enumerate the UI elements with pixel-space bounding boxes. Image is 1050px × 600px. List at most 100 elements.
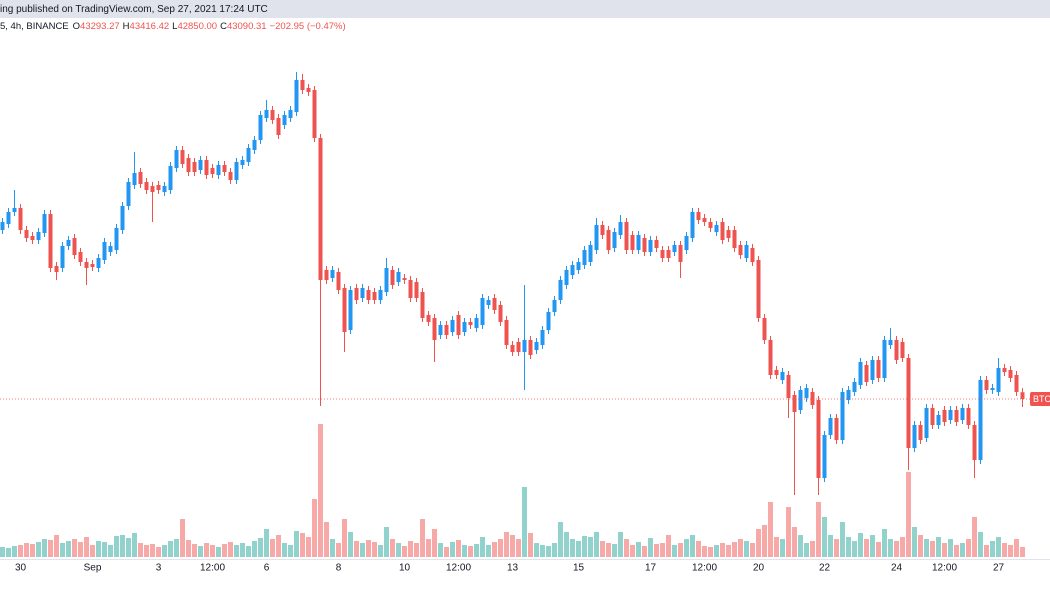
candle-body [720, 222, 725, 240]
volume-bar [540, 545, 545, 557]
volume-bar [378, 545, 383, 557]
volume-bar [816, 502, 821, 557]
candle-body [948, 410, 953, 420]
candle-body [570, 265, 575, 275]
volume-bar [264, 529, 269, 557]
candle-body [966, 408, 971, 425]
x-tick-label: 27 [993, 563, 1005, 574]
candle-body [756, 260, 761, 318]
volume-bar [72, 539, 77, 557]
candle-body [480, 298, 485, 325]
volume-bar [504, 532, 509, 557]
volume-bar [906, 472, 911, 557]
candle-body [546, 312, 551, 330]
candle-body [606, 230, 611, 250]
candle-body [780, 372, 785, 380]
volume-bar [420, 519, 425, 557]
candle-body [534, 342, 539, 350]
candle-body [444, 325, 449, 335]
candle-body [612, 232, 617, 248]
candle-body [342, 288, 347, 332]
x-tick-label: 13 [507, 563, 519, 574]
volume-bar [564, 532, 569, 557]
candle-body [246, 148, 251, 162]
candle-body [918, 425, 923, 440]
volume-bar [894, 541, 899, 557]
volume-bar [606, 543, 611, 557]
candle-body [186, 158, 191, 172]
volume-bar [84, 537, 89, 557]
candle-body [684, 236, 689, 250]
candle-body [126, 182, 131, 206]
candle-body [906, 358, 911, 448]
candle-body [750, 248, 755, 262]
candle-body [522, 340, 527, 352]
candle-body [90, 264, 95, 267]
volume-bar [438, 543, 443, 557]
candle-body [300, 80, 305, 90]
price-tag [1030, 391, 1050, 406]
volume-bar [948, 539, 953, 557]
volume-bar [198, 546, 203, 557]
volume-bar [882, 529, 887, 557]
candle-body [894, 340, 899, 360]
volume-bar [168, 541, 173, 557]
candle-body [330, 270, 335, 278]
volume-bar [696, 541, 701, 557]
volume-bar [6, 548, 11, 557]
legend-value: 43293.27 [80, 21, 120, 32]
x-tick-label: 12:00 [446, 563, 471, 574]
candle-body [690, 212, 695, 238]
candle-body [924, 408, 929, 438]
volume-bar [552, 543, 557, 557]
volume-bar [942, 543, 947, 557]
volume-bar [822, 517, 827, 557]
candle-body [378, 290, 383, 300]
candle-body [72, 238, 77, 255]
candle-body [228, 172, 233, 180]
candle-body [852, 382, 857, 392]
volume-bar [180, 519, 185, 557]
candle-body [12, 208, 17, 212]
candle-body [828, 418, 833, 435]
legend-label: H [123, 21, 130, 32]
candle-body [264, 110, 269, 118]
candle-body [558, 280, 563, 300]
volume-bar [234, 545, 239, 557]
candle-body [402, 278, 407, 280]
volume-bar [30, 544, 35, 557]
volume-bar [498, 539, 503, 557]
candle-body [498, 305, 503, 322]
volume-bar [432, 529, 437, 557]
volume-bar [990, 541, 995, 557]
volume-bar [414, 543, 419, 557]
candle-body [468, 322, 473, 325]
volume-bar [426, 539, 431, 557]
volume-bar [672, 545, 677, 557]
candle-body [174, 150, 179, 168]
volume-bar [852, 541, 857, 557]
candle-body [984, 380, 989, 390]
volume-bar [1002, 543, 1007, 557]
volume-bar [288, 545, 293, 557]
volume-bar [306, 537, 311, 557]
candle-body [870, 360, 875, 380]
volume-bar [492, 542, 497, 557]
volume-bar [576, 541, 581, 557]
candle-body [660, 250, 665, 258]
volume-bar [594, 532, 599, 557]
candle-body [618, 222, 623, 235]
volume-bar [468, 546, 473, 557]
candle-body [312, 90, 317, 138]
volume-bar [510, 535, 515, 557]
candle-body [192, 162, 197, 172]
volume-bar [624, 539, 629, 557]
candle-body [102, 242, 107, 260]
volume-bar [240, 543, 245, 557]
candle-body [678, 245, 683, 262]
volume-bar [708, 547, 713, 557]
volume-bar [642, 546, 647, 557]
volume-bar [348, 532, 353, 557]
